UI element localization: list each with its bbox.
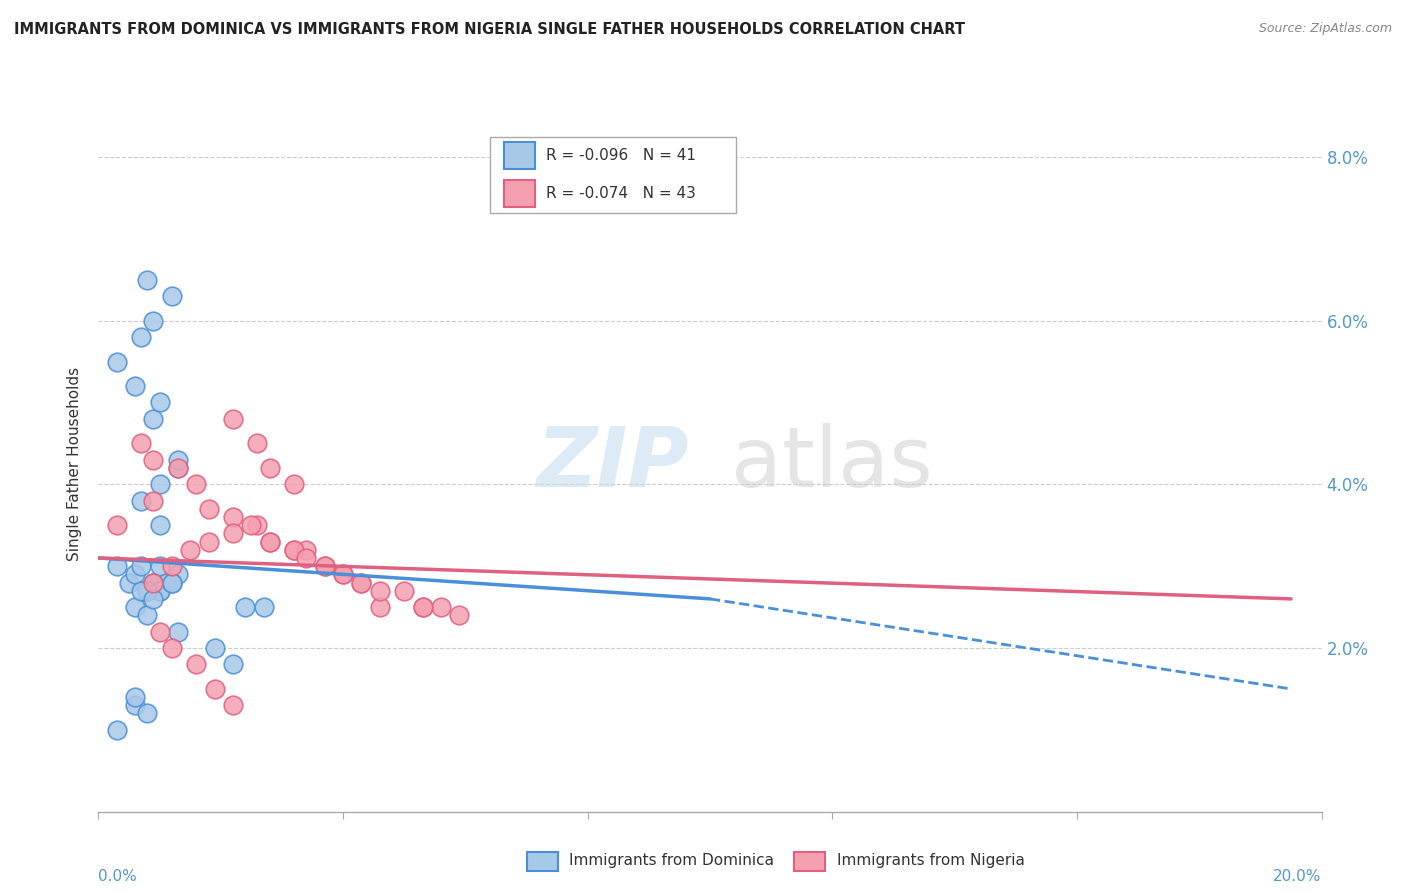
Point (142, 591, 165, 606)
Point (332, 567, 354, 582)
Point (149, 583, 172, 598)
Point (136, 273, 159, 287)
Point (142, 575, 165, 590)
Point (149, 395, 172, 409)
Point (283, 542, 305, 557)
Point (204, 681, 226, 696)
Point (129, 436, 152, 450)
Point (105, 559, 128, 574)
Point (124, 600, 146, 615)
Point (167, 567, 190, 582)
Text: IMMIGRANTS FROM DOMINICA VS IMMIGRANTS FROM NIGERIA SINGLE FATHER HOUSEHOLDS COR: IMMIGRANTS FROM DOMINICA VS IMMIGRANTS F… (14, 22, 965, 37)
Text: R = -0.096   N = 41: R = -0.096 N = 41 (546, 148, 696, 163)
Point (222, 526, 245, 541)
Point (412, 600, 434, 615)
Point (142, 412, 165, 426)
Text: R = -0.074   N = 43: R = -0.074 N = 43 (546, 186, 696, 202)
Point (222, 412, 245, 426)
Point (129, 330, 152, 344)
Point (167, 452, 190, 467)
Point (160, 289, 183, 303)
Point (142, 575, 165, 590)
Point (368, 600, 391, 615)
Text: 0.0%: 0.0% (98, 869, 138, 884)
Point (142, 493, 165, 508)
Point (283, 542, 305, 557)
Text: 20.0%: 20.0% (1274, 869, 1322, 884)
Text: ZIP: ZIP (536, 424, 689, 504)
Point (252, 600, 274, 615)
Text: atlas: atlas (731, 424, 934, 504)
Point (233, 600, 256, 615)
Point (105, 354, 128, 368)
Point (186, 477, 208, 491)
Point (129, 493, 152, 508)
Point (222, 657, 245, 672)
Point (259, 461, 281, 475)
Y-axis label: Single Father Households: Single Father Households (67, 367, 83, 561)
Point (240, 518, 263, 533)
Point (295, 551, 318, 566)
Point (160, 575, 183, 590)
Point (105, 723, 128, 737)
Point (259, 534, 281, 549)
Point (105, 518, 128, 533)
Point (368, 583, 391, 598)
Point (149, 477, 172, 491)
Point (332, 567, 354, 582)
Point (136, 583, 159, 598)
Point (392, 583, 416, 598)
Text: Source: ZipAtlas.com: Source: ZipAtlas.com (1258, 22, 1392, 36)
Point (197, 501, 219, 516)
Point (259, 534, 281, 549)
Point (412, 600, 434, 615)
Point (204, 640, 226, 655)
Point (167, 461, 190, 475)
Point (350, 575, 373, 590)
Point (142, 313, 165, 327)
Point (167, 624, 190, 639)
Point (167, 461, 190, 475)
Point (124, 698, 146, 713)
Point (222, 698, 245, 713)
Point (124, 567, 146, 582)
Point (295, 542, 318, 557)
Point (129, 583, 152, 598)
Point (246, 436, 269, 450)
Point (155, 575, 177, 590)
Point (118, 575, 141, 590)
Point (142, 452, 165, 467)
Point (160, 640, 183, 655)
Point (314, 559, 336, 574)
Point (149, 559, 172, 574)
Point (179, 542, 201, 557)
Point (449, 608, 471, 623)
Point (136, 608, 159, 623)
Point (186, 657, 208, 672)
Point (222, 510, 245, 524)
Point (149, 624, 172, 639)
Point (283, 477, 305, 491)
Point (136, 583, 159, 598)
Point (149, 583, 172, 598)
Point (136, 706, 159, 721)
Point (124, 379, 146, 393)
Point (124, 690, 146, 705)
Point (430, 600, 453, 615)
Text: Immigrants from Nigeria: Immigrants from Nigeria (837, 854, 1025, 868)
Point (350, 575, 373, 590)
Point (129, 559, 152, 574)
Text: Immigrants from Dominica: Immigrants from Dominica (569, 854, 775, 868)
Point (197, 534, 219, 549)
Point (160, 575, 183, 590)
Point (160, 559, 183, 574)
Point (149, 518, 172, 533)
Point (246, 518, 269, 533)
Point (142, 575, 165, 590)
Point (314, 559, 336, 574)
